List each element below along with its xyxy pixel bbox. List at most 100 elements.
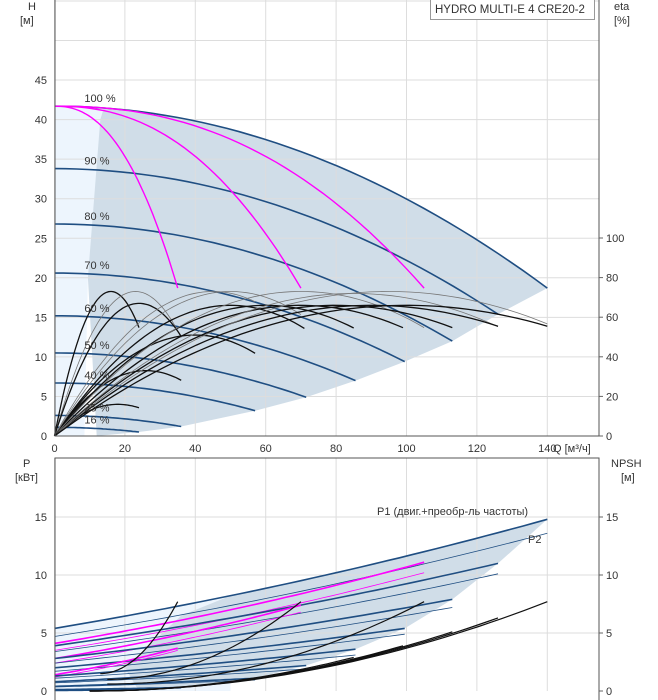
p1-curve [54,604,302,660]
p1-curve [54,562,499,647]
speed-label: 50 % [84,340,109,352]
bottom-plot-frame [54,457,600,700]
qh-curve-40pct [54,382,256,412]
qh-curve-50pct [54,352,307,398]
speed-label: 16 % [84,414,109,426]
speed-label: 100 % [84,93,115,105]
eta-curve [54,304,548,437]
p1-curve [54,664,307,683]
speed-label: 80 % [84,211,109,223]
speed-label: 60 % [84,303,109,315]
qh-curve-25pct [54,414,182,428]
eta-curve [53,304,305,437]
limit-curve [54,105,302,289]
y-tick-label: 0 [41,431,47,443]
y-tick-label: 45 [35,75,47,87]
y2-tick-label: 60 [606,312,618,324]
npsh-tick-label: 5 [606,628,612,640]
p1-curve [54,598,453,660]
p-axis-label: P [23,458,30,470]
p1-annotation: P1 (двиг.+преобр-ль частоты) [377,506,528,518]
eta-curve [54,291,548,437]
p-tick-label: 10 [35,570,47,582]
p1-curve [54,648,356,677]
p2-curve [54,573,499,652]
npsh-curve [107,601,302,680]
speed-label: 40 % [84,370,109,382]
y-tick-label: 35 [35,154,47,166]
x-tick-label: 80 [330,443,342,455]
x-tick-label: 100 [397,443,415,455]
y-tick-label: 5 [41,391,47,403]
eta-curve [54,291,182,437]
eta-axis-label: eta [614,1,630,13]
h-axis-unit: [м] [20,15,34,27]
speed-label: 90 % [84,156,109,168]
chart-title: HYDRO MULTI-E 4 CRE20-2 [435,4,585,16]
x-tick-label: 20 [119,443,131,455]
legend-box: HYDRO MULTI-E 4 CRE20-2 [430,0,595,20]
qh-curve-70pct [54,272,406,363]
p2-curve [54,611,301,664]
y2-tick-label: 40 [606,352,618,364]
y2-tick-label: 0 [606,431,612,443]
y-tick-label: 25 [35,233,47,245]
p2-curve [54,679,256,688]
y-tick-label: 20 [35,273,47,285]
x-tick-label: 140 [538,443,556,455]
p2-curve [54,668,307,684]
npsh-curve [107,601,425,685]
x-tick-label: 120 [468,443,486,455]
y-tick-label: 10 [35,352,47,364]
eta-curve [53,290,140,437]
p2-curve [54,532,548,637]
x-tick-label: 60 [260,443,272,455]
npsh-tick-label: 0 [606,686,612,698]
eta-curve [53,304,354,437]
p1-curve [54,561,425,645]
qh-curve-16pct [54,426,140,433]
p-tick-label: 5 [41,628,47,640]
y-tick-label: 15 [35,312,47,324]
p-tick-label: 15 [35,512,47,524]
eta-curve [54,291,425,437]
eta-curve [54,304,499,437]
y2-tick-label: 80 [606,273,618,285]
p2-curve [54,650,178,678]
operating-band-top [87,108,548,436]
npsh-curve [100,601,179,675]
y-tick-label: 30 [35,194,47,206]
limit-curve [54,105,179,289]
speed-label: 70 % [84,260,109,272]
p-axis-unit: [кВт] [15,472,38,484]
npsh-tick-label: 15 [606,512,618,524]
npsh-tick-label: 10 [606,570,618,582]
y2-tick-label: 100 [606,233,624,245]
npsh-axis-label: NPSH [611,458,642,470]
h-axis-label: H [28,1,36,13]
npsh-axis-unit: [м] [621,472,635,484]
eta-axis-unit: [%] [614,15,630,27]
eta-curve [53,302,182,437]
x-tick-label: 0 [51,443,57,455]
qh-curve-90pct [54,167,499,315]
q-axis-label: Q [м³/ч] [553,443,591,455]
x-tick-label: 40 [189,443,201,455]
p-tick-label: 0 [41,686,47,698]
y-tick-label: 40 [35,115,47,127]
limit-curve [54,105,425,289]
npsh-curve [89,601,548,692]
p2-curve [54,654,356,679]
p2-annotation: P2 [528,534,541,546]
eta-curve [54,304,453,437]
eta-curve [54,292,499,437]
top-plot-frame [54,0,600,437]
p2-curve [54,607,453,664]
qh-curve-60pct [54,315,356,382]
y2-tick-label: 20 [606,391,618,403]
p1-curve [54,518,548,630]
p1-curve [54,627,405,669]
speed-label: 25 % [84,402,109,414]
